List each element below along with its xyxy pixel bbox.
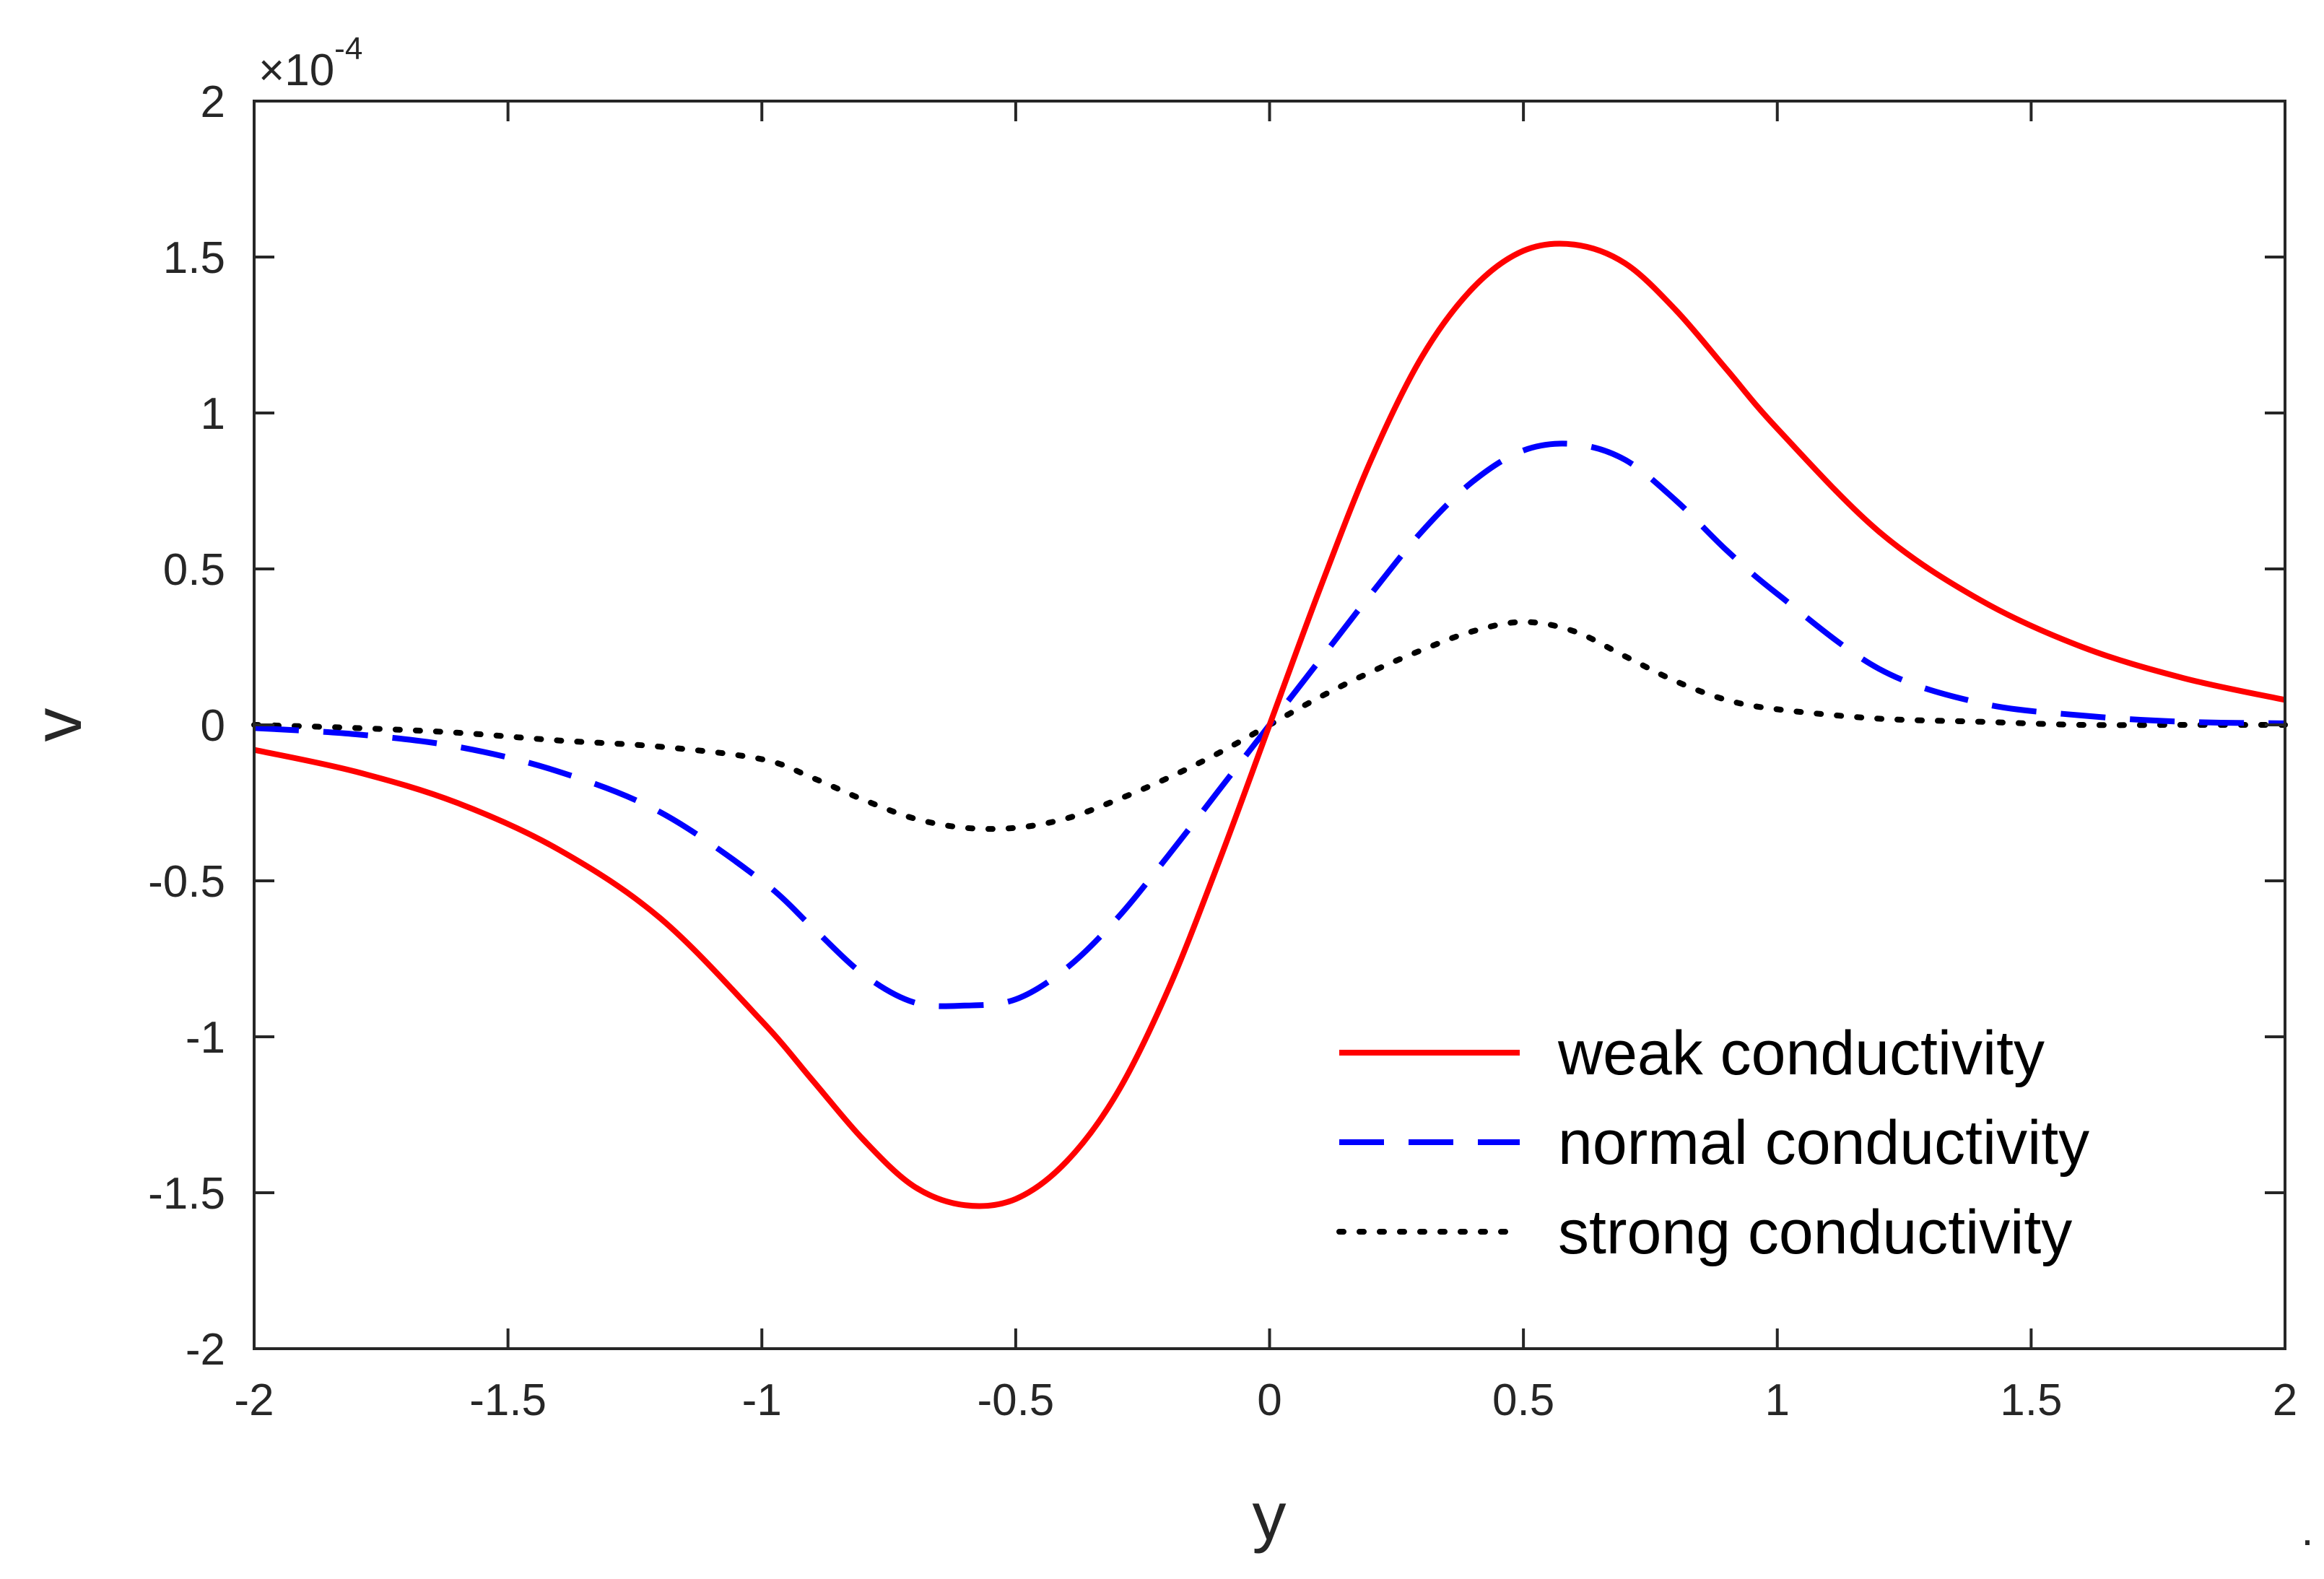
series-layer xyxy=(251,240,2288,1209)
x-axis-label: y xyxy=(1253,1478,1287,1554)
x-tick-label: 0.5 xyxy=(1492,1375,1554,1425)
y-tick-label: 2 xyxy=(201,77,225,127)
legend-label: strong conductivity xyxy=(1558,1198,2072,1267)
y-tick-label: -2 xyxy=(186,1325,225,1375)
legend: weak conductivity normal conductivity stro… xyxy=(1336,1019,2089,1267)
y-tick-label: -1.5 xyxy=(148,1169,225,1219)
legend-label: normal conductivity xyxy=(1558,1108,2089,1178)
y-tick-label: -1 xyxy=(186,1013,225,1063)
y-scale-power: -4 xyxy=(334,31,362,66)
y-scale-base: ×10 xyxy=(258,45,334,95)
y-scale-multiplier: ×10-4 xyxy=(258,31,362,95)
y-tick-label: 0 xyxy=(201,701,225,751)
x-tick-label: -1.5 xyxy=(469,1375,547,1425)
y-tick-label: -0.5 xyxy=(148,857,225,907)
x-tick-label: -1 xyxy=(742,1375,782,1425)
x-tick-label: 1 xyxy=(1765,1375,1790,1425)
legend-label: weak conductivity xyxy=(1557,1019,2045,1088)
x-tick-label: -2 xyxy=(234,1375,274,1425)
x-tick-label: 0 xyxy=(1257,1375,1281,1425)
x-tick-label: 2 xyxy=(2273,1375,2297,1425)
y-tick-label: 0.5 xyxy=(163,545,225,595)
y-tick-label: 1.5 xyxy=(163,233,225,283)
y-tick-label: 1 xyxy=(201,389,225,439)
trailing-period: . xyxy=(2301,1505,2313,1555)
y-axis-label: v xyxy=(19,708,95,742)
x-tick-label: -0.5 xyxy=(977,1375,1054,1425)
tick-labels-layer: -2 -1.5 -1 -0.5 0 0.5 1 1.5 2 -2 -1.5 -1 -0.5 0 0.5 1 1.… xyxy=(148,77,2297,1425)
ticks-layer xyxy=(253,100,2286,1350)
series-line-weak-conductivity xyxy=(253,240,2286,1209)
x-tick-label: 1.5 xyxy=(2000,1375,2062,1425)
